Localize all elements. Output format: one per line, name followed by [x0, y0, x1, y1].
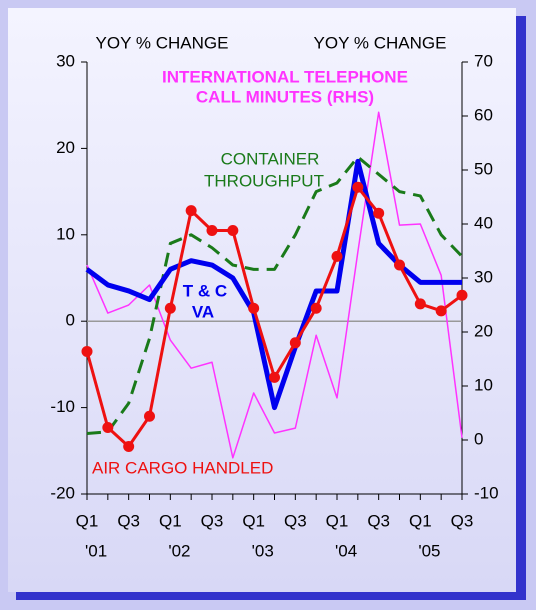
- x-year-label: '02: [168, 541, 190, 560]
- series-marker: [331, 250, 343, 262]
- series-marker: [289, 337, 301, 349]
- annotation: CONTAINER: [221, 149, 320, 168]
- x-tick-label: Q3: [201, 511, 224, 530]
- series-marker: [206, 224, 218, 236]
- series-marker: [414, 298, 426, 310]
- series-marker: [144, 410, 155, 422]
- y-tick-label: -20: [50, 483, 75, 502]
- annotation: CALL MINUTES (RHS): [196, 87, 374, 106]
- x-year-label: '01: [85, 541, 107, 560]
- annotation: VA: [192, 302, 214, 321]
- series-marker: [227, 224, 239, 236]
- series-marker: [394, 259, 405, 271]
- series-marker: [456, 289, 468, 301]
- x-tick-label: Q3: [284, 511, 307, 530]
- x-tick-label: Q3: [367, 511, 390, 530]
- y2-tick-label: 70: [474, 51, 493, 70]
- series-line: [86, 111, 463, 459]
- x-tick-label: Q1: [159, 511, 182, 530]
- series-marker: [352, 181, 364, 193]
- series-marker: [81, 345, 93, 357]
- y2-tick-label: 40: [474, 213, 493, 232]
- series-marker: [373, 207, 385, 219]
- series-marker: [123, 440, 135, 452]
- y-tick-label: 30: [56, 51, 75, 70]
- y2-tick-label: 10: [474, 375, 493, 394]
- x-tick-label: Q1: [409, 511, 432, 530]
- x-year-label: '03: [252, 541, 274, 560]
- x-year-label: '04: [335, 541, 357, 560]
- y2-tick-label: -10: [474, 483, 499, 502]
- series-line: [86, 155, 464, 436]
- y-tick-label: 10: [56, 224, 75, 243]
- annotation: THROUGHPUT: [204, 171, 324, 190]
- series-marker: [164, 302, 176, 314]
- y-tick-label: 0: [66, 311, 75, 330]
- left-axis-label: YOY % CHANGE: [96, 33, 229, 52]
- right-axis-label: YOY % CHANGE: [314, 33, 447, 52]
- x-tick-label: Q3: [451, 511, 474, 530]
- y2-tick-label: 50: [474, 159, 493, 178]
- series-marker: [310, 302, 322, 314]
- annotation: INTERNATIONAL TELEPHONE: [162, 67, 408, 86]
- y-tick-label: 20: [56, 138, 75, 157]
- y-tick-label: -10: [50, 397, 75, 416]
- x-tick-label: Q1: [76, 511, 99, 530]
- series-marker: [102, 421, 114, 433]
- y2-tick-label: 0: [474, 429, 483, 448]
- series-marker: [435, 305, 447, 317]
- y2-tick-label: 60: [474, 105, 493, 124]
- series-marker: [269, 371, 280, 383]
- plot: -20 -10 0 10 20 30 -10 0 10 20 30 40 50 60 70 Q1 '01 Q3 Q1…: [50, 51, 498, 560]
- x-year-label: '05: [418, 541, 440, 560]
- x-tick-label: Q1: [326, 511, 349, 530]
- series-marker: [185, 205, 197, 217]
- annotation: AIR CARGO HANDLED: [92, 458, 273, 477]
- y2-tick-label: 20: [474, 321, 493, 340]
- series-marker: [248, 302, 260, 314]
- x-tick-label: Q3: [117, 511, 140, 530]
- annotation: T & C: [183, 281, 227, 300]
- x-tick-label: Q1: [242, 511, 265, 530]
- panel: [8, 8, 516, 592]
- y2-tick-label: 30: [474, 267, 493, 286]
